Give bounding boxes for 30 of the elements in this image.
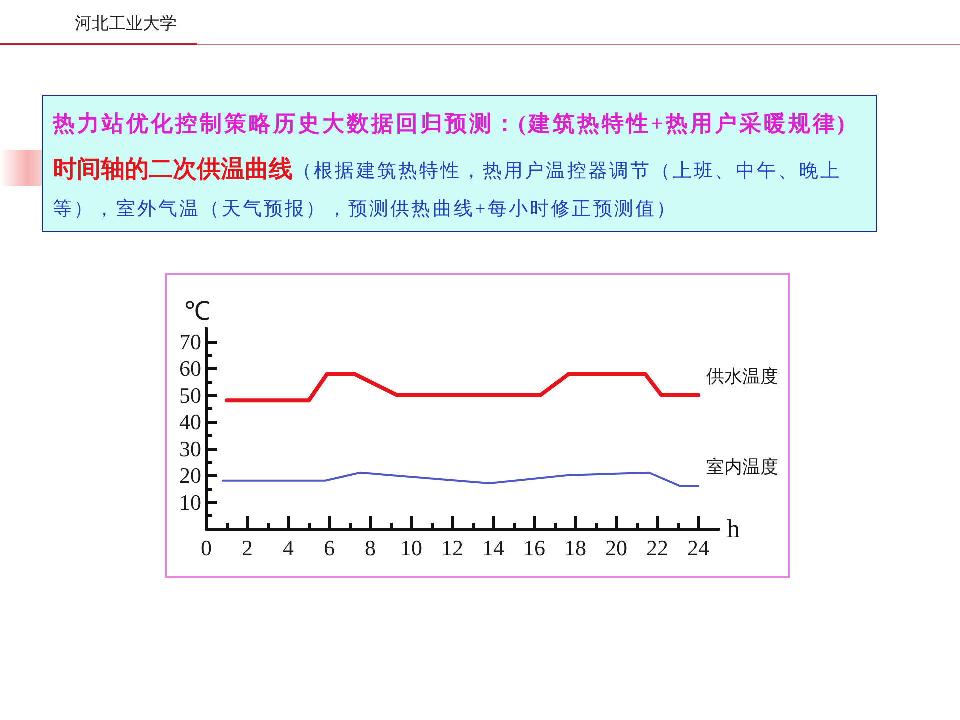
y-tick-label: 20 — [180, 463, 202, 488]
series-label: 供水温度 — [706, 366, 778, 386]
x-tick-label: 10 — [400, 536, 422, 560]
x-axis-title: h — [727, 514, 740, 544]
x-tick-label: 20 — [606, 536, 628, 560]
series-label: 室内温度 — [706, 457, 778, 478]
y-tick-label: 50 — [180, 382, 202, 408]
y-tick-label: 60 — [180, 356, 202, 382]
y-tick-label: 40 — [180, 410, 202, 435]
x-tick-label: 22 — [646, 536, 668, 560]
chart-subtitle: 时间轴的二次供温曲线 — [53, 157, 293, 183]
x-tick-label: 4 — [283, 536, 294, 560]
x-tick-label: 0 — [201, 536, 212, 560]
x-tick-label: 12 — [442, 536, 464, 560]
chart-title: 热力站优化控制策略历史大数据回归预测：(建筑热特性+热用户采暖规律) — [53, 110, 848, 138]
y-tick-label: 70 — [180, 329, 202, 354]
x-tick-label: 18 — [564, 536, 586, 560]
text: 等），室外气温（天气预报），预测供热曲线+每小时修正预测值） — [53, 199, 678, 220]
text: 河北工业大学 — [75, 13, 177, 35]
x-tick-label: 8 — [365, 536, 376, 560]
line-series — [222, 472, 700, 488]
x-tick-label: 16 — [524, 536, 546, 560]
x-tick-label: 6 — [324, 536, 335, 560]
y-axis-title: ℃ — [184, 297, 210, 326]
x-tick-label: 14 — [482, 536, 504, 560]
y-tick-label: 10 — [180, 490, 202, 515]
x-tick-label: 2 — [242, 536, 253, 560]
y-tick-label: 30 — [180, 436, 202, 462]
text: （根据建筑热特性，热用户温控器调节（上班、中午、晚上 — [293, 161, 842, 182]
x-tick-label: 24 — [688, 536, 710, 560]
